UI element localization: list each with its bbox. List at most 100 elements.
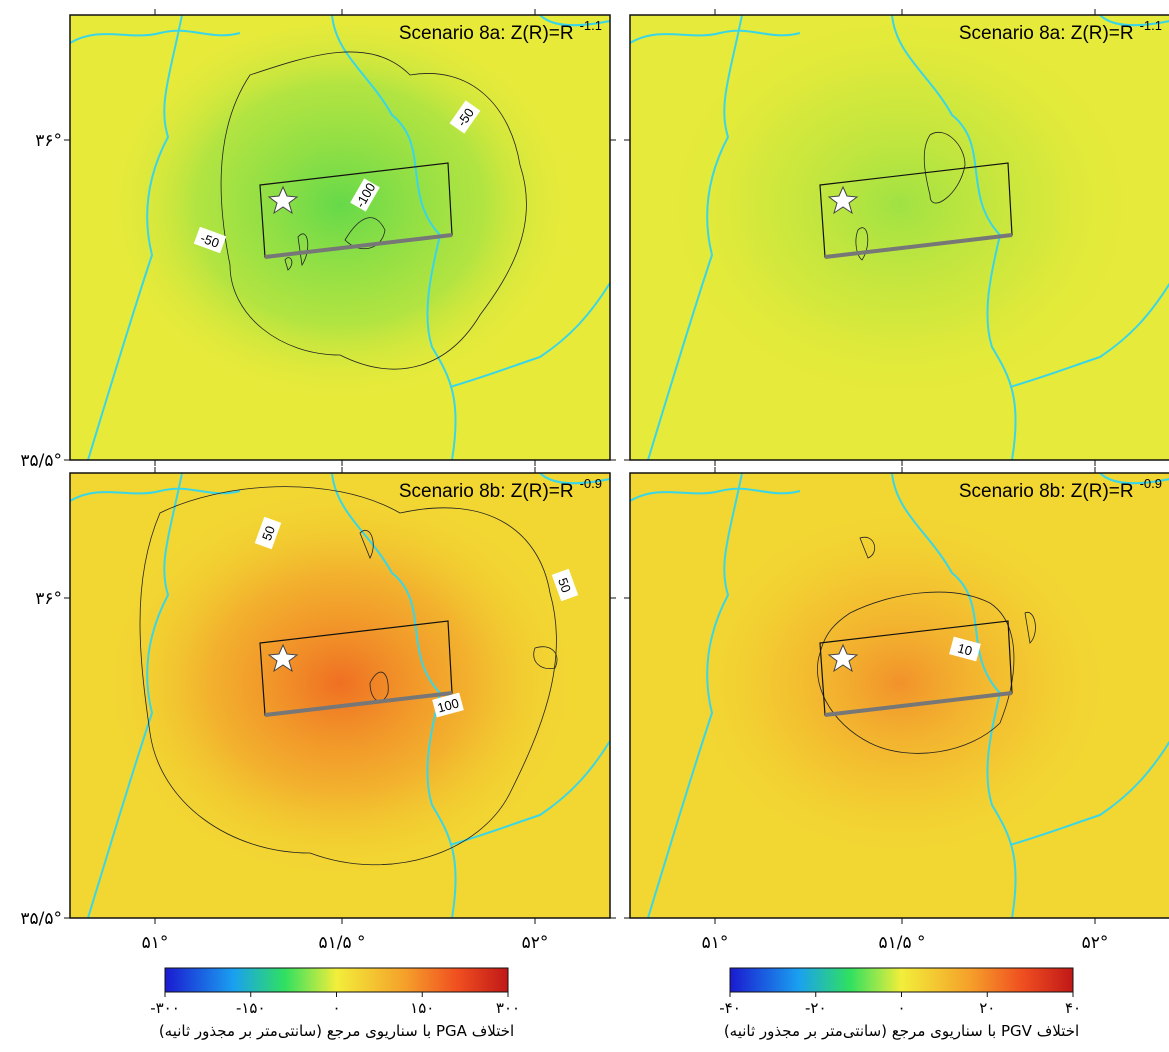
fault-trace [264, 691, 453, 717]
river [1009, 740, 1169, 846]
panel-frame [69, 14, 611, 461]
epicenter-star [267, 643, 299, 673]
epicenter-star [267, 185, 299, 215]
contour-label-text: -50 [198, 230, 221, 251]
field-overlay [660, 483, 1140, 883]
colorbar-caption: اختلاف PGV با سناریوی مرجع (سانتی‌متر بر… [724, 1022, 1079, 1040]
field-overlay [100, 483, 580, 883]
river [629, 487, 801, 502]
river [449, 740, 611, 846]
longitude-label: ۵۱° [142, 933, 169, 953]
contour-label-box [449, 100, 481, 134]
river [1099, 472, 1169, 485]
colorbar-tick-label: ۲۰ [979, 999, 995, 1017]
contour [359, 530, 374, 559]
river [449, 282, 611, 388]
colorbar-tick-label: -۳۰۰ [150, 999, 180, 1017]
field-overlay [100, 25, 580, 425]
river [69, 29, 241, 44]
latitude-label: ۳۶° [35, 131, 62, 151]
map-panel: 10 Scenario 8b: Z(R)=R -0.9 [624, 467, 1169, 924]
river [87, 472, 183, 919]
contour [297, 233, 309, 267]
longitude-label: ۵۲° [522, 933, 549, 953]
contour [220, 51, 527, 370]
latitude-label: ۳۵/۵° [20, 451, 62, 471]
contour-label: 100 [432, 692, 464, 718]
title-exponent: -0.9 [580, 476, 602, 491]
contour-label-box [193, 226, 227, 254]
river [629, 29, 801, 44]
epicenter-star [827, 643, 859, 673]
title-exponent: -1.1 [580, 18, 602, 33]
river [87, 14, 183, 461]
colorbar-tick-label: -۱۵۰ [236, 999, 266, 1017]
contour [284, 257, 293, 271]
panel-frame [629, 472, 1169, 919]
colorbar [729, 967, 1074, 993]
longitude-label: ۵۱/۵ ° [318, 933, 365, 953]
contour-label-box [551, 568, 579, 602]
fault-trace [264, 233, 453, 259]
map-panel: -50 -100 -50 Scenario 8a: Z(R)=R -1.1 [64, 9, 616, 466]
panel-frame [629, 14, 1169, 461]
map-panel: 50 50 100 Scenario 8b: Z(R)=R -0.9 [64, 467, 616, 924]
river [1099, 14, 1169, 27]
contour-label: 50 [551, 568, 579, 602]
colorbar-tick-label: ۴۰ [1065, 999, 1081, 1017]
contour-label: -100 [350, 178, 380, 212]
contour-label: 10 [949, 636, 981, 662]
contour-label-box [432, 692, 464, 718]
title-text: Scenario 8b: Z(R)=R [399, 481, 574, 502]
title-exponent: -1.1 [1140, 18, 1162, 33]
colorbar-tick-label: -۲۰ [805, 999, 827, 1017]
river [1009, 282, 1169, 388]
latitude-label: ۳۵/۵° [20, 909, 62, 929]
contour-label: -50 [193, 226, 227, 254]
river [69, 487, 241, 502]
contour [139, 486, 557, 866]
contour-label-box [254, 516, 282, 550]
title-text: Scenario 8b: Z(R)=R [959, 481, 1134, 502]
panel-title: Scenario 8b: Z(R)=R -0.9 [959, 476, 1162, 502]
colorbar-tick-label: ۳۰۰ [496, 999, 520, 1017]
contour [855, 227, 869, 261]
colorbar-tick-label: ۱۵۰ [410, 999, 434, 1017]
longitude-label: ۵۲° [1082, 933, 1109, 953]
colorbar-tick-label: ۰ [332, 999, 340, 1017]
colorbar-caption: اختلاف PGA با سناریوی مرجع (سانتی‌متر بر… [159, 1022, 514, 1040]
river [647, 472, 743, 919]
longitude-label: ۵۱° [702, 933, 729, 953]
river [539, 472, 611, 485]
contour-label-text: 100 [436, 695, 461, 715]
panel-title: Scenario 8b: Z(R)=R -0.9 [399, 476, 602, 502]
river [539, 14, 611, 27]
map-panel: Scenario 8a: Z(R)=R -1.1 [624, 9, 1169, 466]
panel-title: Scenario 8a: Z(R)=R -1.1 [399, 18, 602, 44]
contour-label-text: 50 [555, 576, 574, 595]
epicenter-star [827, 185, 859, 215]
colorbar-tick-label: ۰ [897, 999, 905, 1017]
contour-label-text: 10 [956, 640, 974, 658]
contour [369, 671, 389, 702]
river [647, 14, 743, 461]
panel-frame [69, 472, 611, 919]
field-overlay [660, 25, 1140, 425]
title-text: Scenario 8a: Z(R)=R [399, 23, 574, 44]
contour [923, 132, 966, 204]
contour-label: -50 [449, 100, 481, 134]
title-exponent: -0.9 [1140, 476, 1162, 491]
latitude-label: ۳۶° [35, 589, 62, 609]
longitude-label: ۵۱/۵ ° [878, 933, 925, 953]
contour [1024, 612, 1036, 644]
contour-label-text: 50 [259, 524, 278, 543]
panel-title: Scenario 8a: Z(R)=R -1.1 [959, 18, 1162, 44]
contour [859, 536, 876, 559]
contour-label-box [350, 178, 380, 212]
colorbar-tick-label: -۴۰ [719, 999, 741, 1017]
fault-trace [824, 691, 1013, 717]
colorbar [164, 967, 509, 993]
contour [817, 591, 1015, 754]
contour-label: 50 [254, 516, 282, 550]
